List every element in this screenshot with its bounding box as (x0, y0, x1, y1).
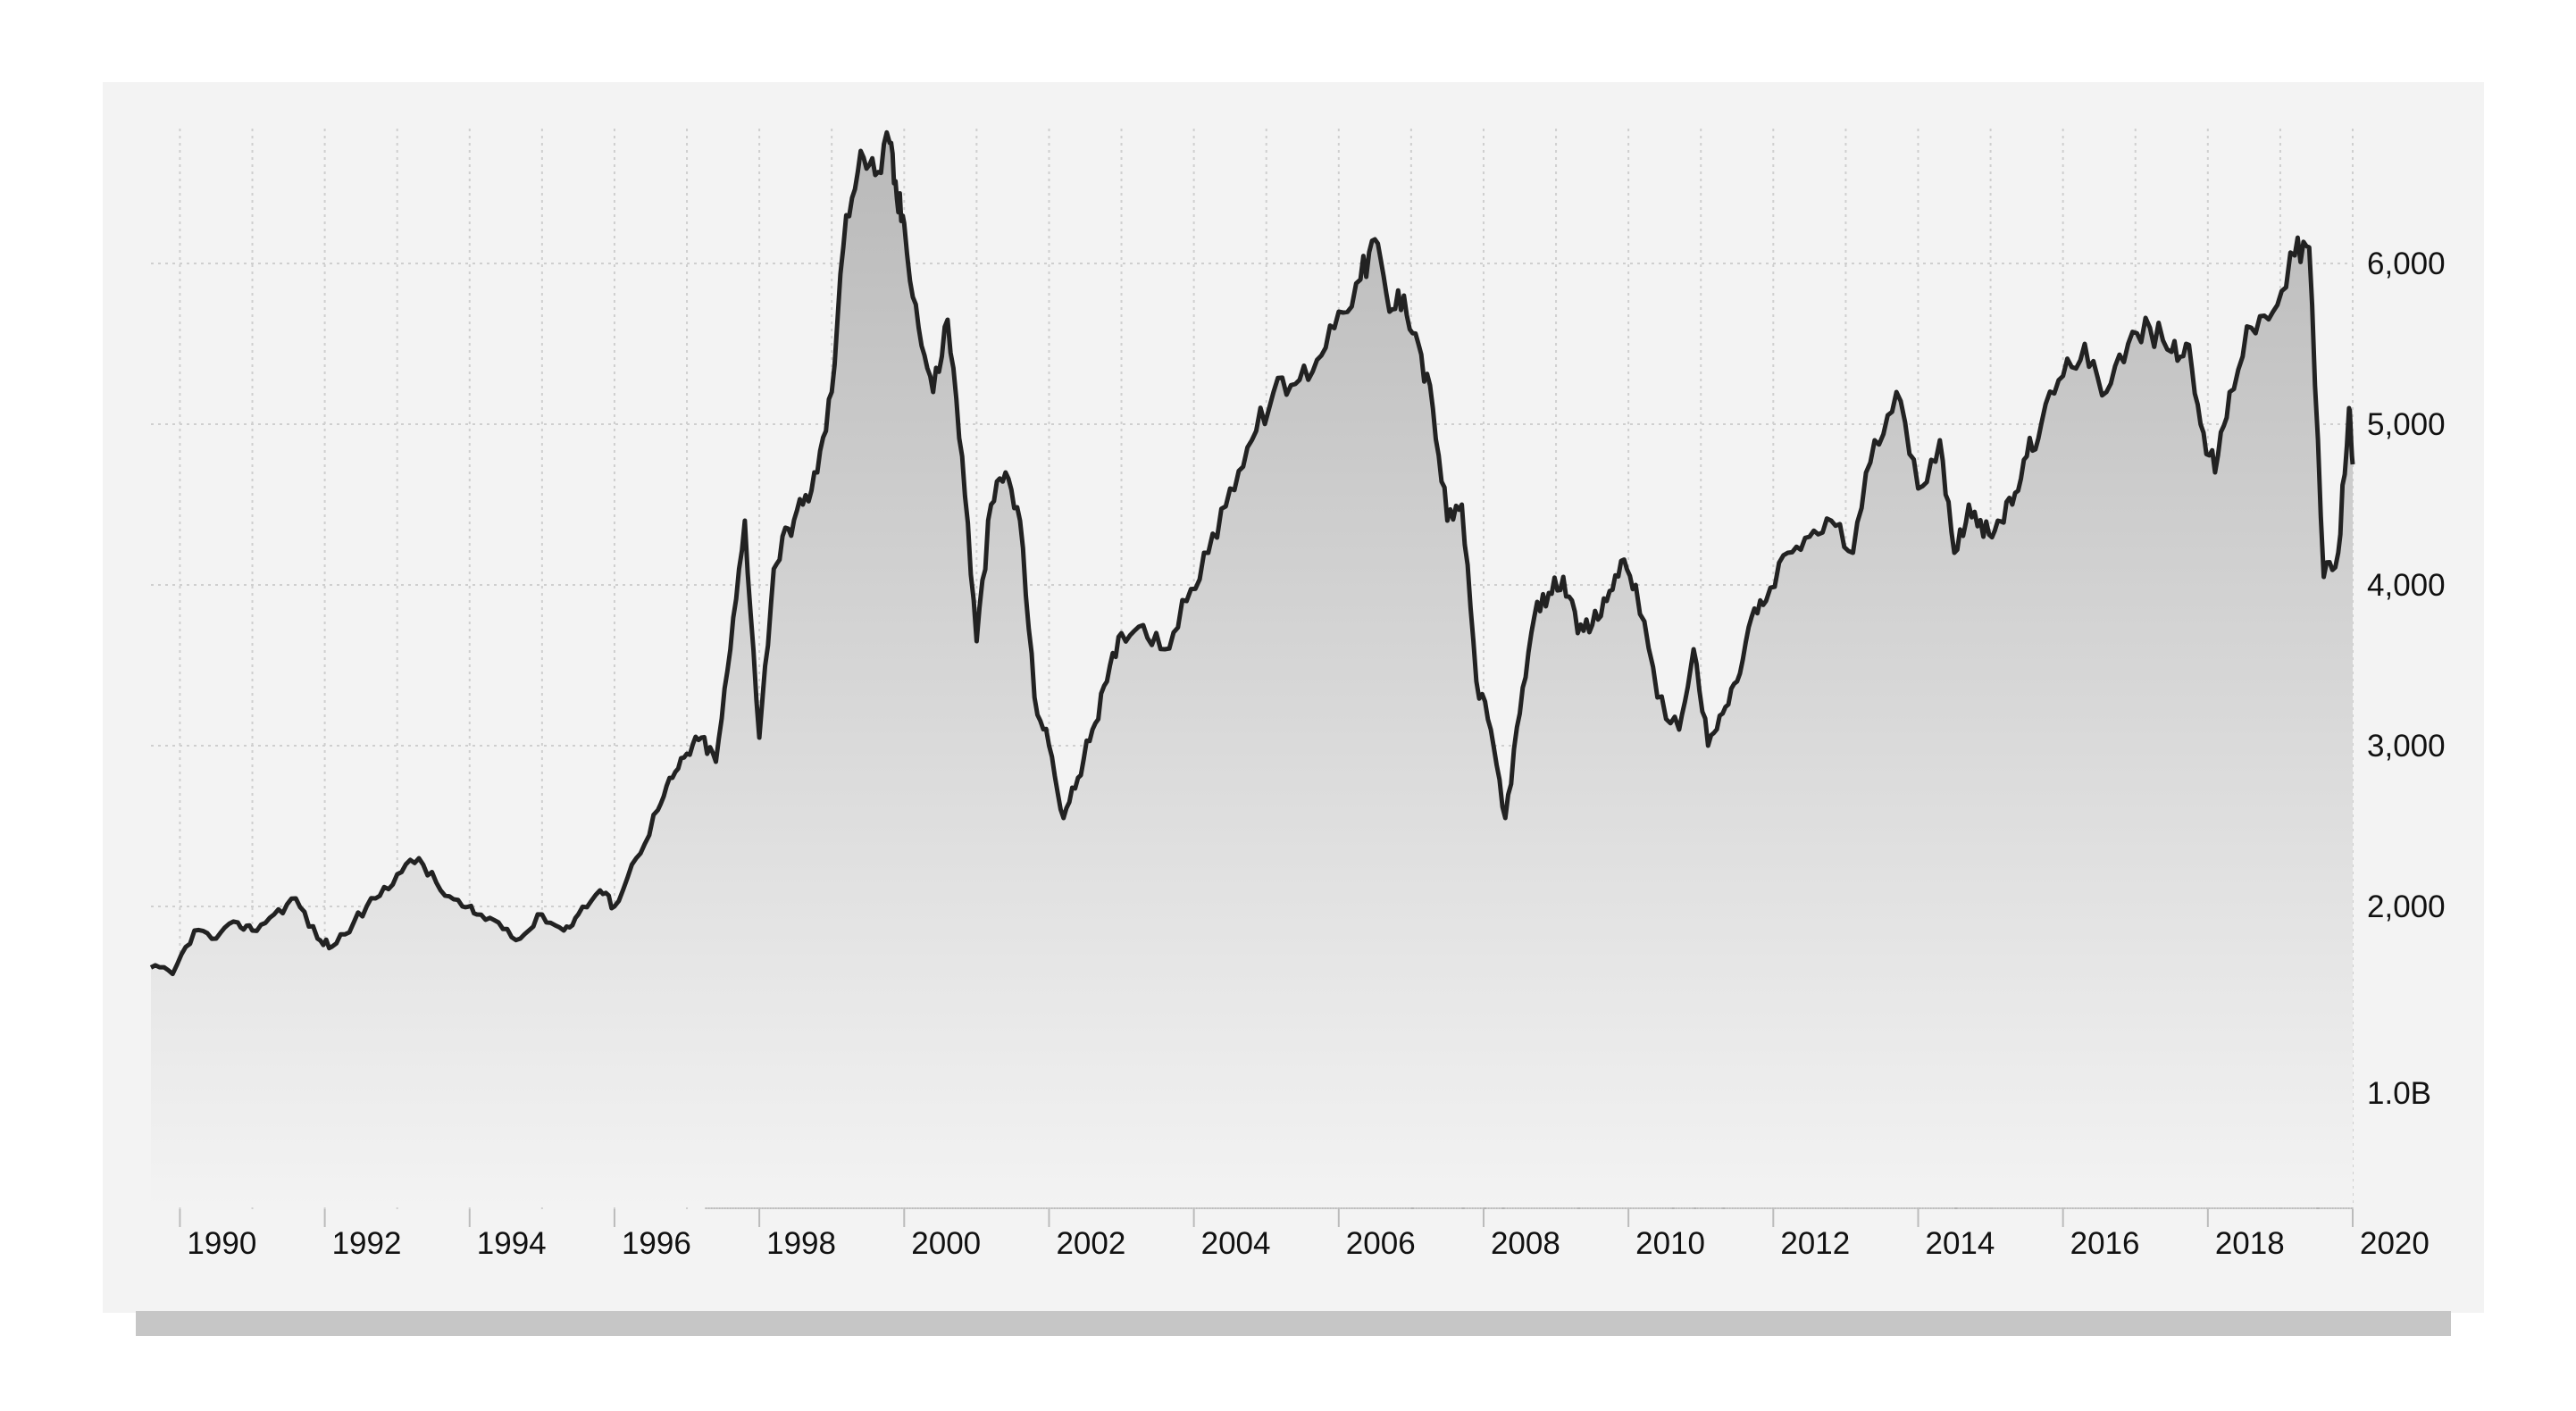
volume-bar (705, 1206, 707, 1209)
volume-bar (740, 1206, 742, 1209)
price-area-fill (151, 132, 2353, 1207)
price-line (149, 129, 2355, 977)
price-area (151, 132, 2353, 1207)
price-volume-chart: 1990 1992 1994 1996 1998 2000 2002 2004 2006 2008… (149, 129, 2446, 1261)
x-tick-label: 2016 (2070, 1226, 2140, 1261)
y-tick-label: 2,000 (2367, 889, 2446, 924)
volume-bar (721, 1206, 723, 1209)
bottom-strip (136, 1311, 2451, 1336)
x-tick-label: 2010 (1635, 1226, 1705, 1261)
x-tick-label: 2018 (2215, 1226, 2285, 1261)
price-line-layer (149, 129, 2355, 977)
x-tick-label: 2020 (2360, 1226, 2430, 1261)
volume-bar (710, 1206, 713, 1209)
volume-tick-label: 1.0B (2367, 1076, 2431, 1111)
x-tick-label: 2012 (1780, 1226, 1850, 1261)
x-tick-label: 2014 (1925, 1226, 1995, 1261)
axis-labels: 1990 1992 1994 1996 1998 2000 2002 2004 2006 2008… (179, 246, 2446, 1261)
volume-bar (713, 1206, 715, 1209)
x-tick-label: 1998 (766, 1226, 836, 1261)
x-tick-label: 2000 (911, 1226, 981, 1261)
x-tick-label: 2006 (1346, 1226, 1416, 1261)
y-tick-label: 5,000 (2367, 407, 2446, 442)
x-tick-label: 1990 (187, 1226, 256, 1261)
y-tick-label: 6,000 (2367, 246, 2446, 281)
y-tick-label: 4,000 (2367, 568, 2446, 603)
x-tick-label: 1994 (477, 1226, 547, 1261)
x-tick-label: 1996 (622, 1226, 691, 1261)
y-tick-label: 3,000 (2367, 729, 2446, 764)
chart-panel: 1990 1992 1994 1996 1998 2000 2002 2004 2006 2008… (103, 82, 2484, 1313)
x-tick-label: 2002 (1056, 1226, 1125, 1261)
x-tick-label: 2004 (1201, 1226, 1271, 1261)
x-tick-label: 2008 (1491, 1226, 1560, 1261)
x-tick-label: 1992 (332, 1226, 402, 1261)
